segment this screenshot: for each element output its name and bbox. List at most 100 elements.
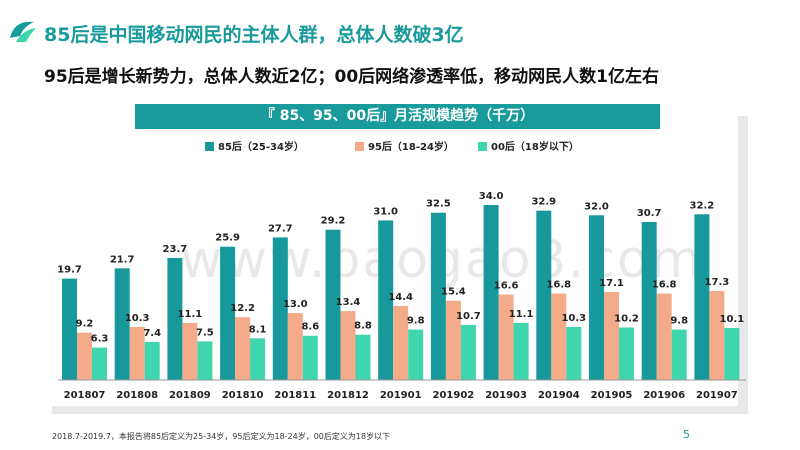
data-label-85-201904: 32.9 <box>531 197 556 208</box>
x-tick-labels: 201807 201808 201809 201810 201811 201812 2019… <box>64 390 738 401</box>
bar-00-201807 <box>92 347 107 380</box>
bar-95-201810 <box>235 317 251 380</box>
bar-95-201905 <box>604 291 619 380</box>
data-label-85-201906: 30.7 <box>637 208 662 219</box>
x-tick-label-201811: 201811 <box>274 390 316 401</box>
bar-95-201904 <box>551 293 567 380</box>
bar-00-201808 <box>144 341 160 380</box>
data-label-95-201812: 13.4 <box>336 297 361 308</box>
bar-95-201907 <box>709 290 725 380</box>
bar-00-201906 <box>671 329 687 380</box>
bar-85-201809 <box>167 258 183 380</box>
bar-95-201902 <box>445 300 461 380</box>
data-label-00-201810: 8.1 <box>249 324 267 335</box>
bar-85-201907 <box>694 214 710 380</box>
footnote: 2018.7-2019.7，本报告将85后定义为25-34岁，95后定义为18-… <box>52 432 391 441</box>
bar-00-201903 <box>513 322 529 380</box>
legend-swatch-95 <box>355 142 364 151</box>
bar-85-201810 <box>220 246 236 380</box>
data-label-95-201809: 11.1 <box>178 309 203 320</box>
bar-00-201901 <box>408 329 424 380</box>
page-number: 5 <box>683 428 690 441</box>
x-tick-label-201810: 201810 <box>222 390 264 401</box>
bar-85-201903 <box>483 205 499 380</box>
chart-bars: 19.7 9.2 6.3 21.7 10.3 7.4 23.7 11.1 7.5 25.9 12.2… <box>57 191 744 380</box>
data-label-95-201808: 10.3 <box>125 313 150 324</box>
data-label-85-201808: 21.7 <box>110 254 135 265</box>
bar-00-201812 <box>355 334 371 380</box>
data-label-95-201901: 14.4 <box>388 292 413 303</box>
bar-85-201902 <box>430 212 446 380</box>
x-tick-label-201807: 201807 <box>64 390 106 401</box>
data-label-85-201901: 31.0 <box>373 206 398 217</box>
data-label-85-201811: 27.7 <box>268 223 293 234</box>
legend-swatch-85 <box>205 142 214 151</box>
bar-00-201902 <box>460 324 476 380</box>
data-label-00-201809: 7.5 <box>196 327 214 338</box>
bar-95-201807 <box>77 332 92 380</box>
bar-85-201807 <box>62 278 77 380</box>
data-label-00-201812: 8.8 <box>354 321 372 332</box>
x-tick-label-201906: 201906 <box>643 390 685 401</box>
x-tick-label-201907: 201907 <box>696 390 738 401</box>
bar-95-201808 <box>129 326 145 380</box>
data-label-85-201809: 23.7 <box>163 244 188 255</box>
bar-95-201809 <box>182 322 198 380</box>
data-label-85-201907: 32.2 <box>690 200 715 211</box>
bar-85-201812 <box>325 229 341 380</box>
x-tick-label-201808: 201808 <box>116 390 158 401</box>
data-label-95-201902: 15.4 <box>441 287 466 298</box>
page-title: 85后是中国移动网民的主体人群，总体人数破3亿 <box>44 24 464 46</box>
x-tick-label-201902: 201902 <box>433 390 475 401</box>
legend-label-95: 95后（18-24岁） <box>368 140 454 153</box>
data-label-00-201906: 9.8 <box>670 316 688 327</box>
x-tick-label-201903: 201903 <box>485 390 527 401</box>
bar-85-201906 <box>641 221 657 380</box>
data-label-00-201901: 9.8 <box>407 316 425 327</box>
page-subtitle: 95后是增长新势力，总体人数近2亿；00后网络渗透率低，移动网民人数1亿左右 <box>44 67 659 87</box>
data-label-85-201812: 29.2 <box>321 216 346 227</box>
legend-label-00: 00后（18岁以下） <box>491 140 579 153</box>
bar-85-201808 <box>114 268 130 380</box>
data-label-00-201907: 10.1 <box>720 314 745 325</box>
x-tick-label-201905: 201905 <box>591 390 633 401</box>
chart-title: 『 85、95、00后』月活规模趋势（千万） <box>135 104 660 129</box>
bar-95-201906 <box>656 293 672 380</box>
x-tick-label-201812: 201812 <box>327 390 369 401</box>
bar-85-201904 <box>536 210 552 380</box>
data-label-85-201902: 32.5 <box>426 199 451 210</box>
data-label-00-201811: 8.6 <box>301 322 319 333</box>
bar-95-201811 <box>287 313 303 380</box>
bar-00-201810 <box>250 338 266 380</box>
bar-00-201811 <box>302 335 318 380</box>
data-label-00-201807: 6.3 <box>91 334 109 345</box>
data-label-95-201811: 13.0 <box>283 299 308 310</box>
data-label-00-201905: 10.2 <box>614 314 639 325</box>
data-label-95-201905: 17.1 <box>599 278 624 289</box>
data-label-85-201807: 19.7 <box>57 265 82 276</box>
bar-95-201812 <box>340 311 356 380</box>
data-label-00-201904: 10.3 <box>561 313 586 324</box>
data-label-95-201903: 16.6 <box>494 281 519 292</box>
x-tick-label-201904: 201904 <box>538 390 580 401</box>
data-label-85-201810: 25.9 <box>215 233 240 244</box>
bar-00-201809 <box>197 341 213 380</box>
data-label-95-201807: 9.2 <box>76 319 94 330</box>
data-label-00-201808: 7.4 <box>143 328 161 339</box>
bar-85-201901 <box>378 220 394 380</box>
chart-legend: 85后（25-34岁） 95后（18-24岁） 00后（18岁以下） <box>205 140 579 153</box>
data-label-95-201907: 17.3 <box>705 277 730 288</box>
data-label-85-201903: 34.0 <box>479 191 504 202</box>
x-tick-label-201901: 201901 <box>380 390 422 401</box>
bar-95-201903 <box>498 294 514 380</box>
data-label-00-201902: 10.7 <box>456 311 481 322</box>
data-label-95-201906: 16.8 <box>652 280 677 291</box>
bar-85-201811 <box>272 237 288 380</box>
data-label-95-201904: 16.8 <box>546 280 571 291</box>
legend-swatch-00 <box>478 142 487 151</box>
bar-85-201905 <box>589 215 604 380</box>
bar-00-201904 <box>566 326 582 380</box>
data-label-85-201905: 32.0 <box>584 201 609 212</box>
bar-00-201907 <box>724 328 740 380</box>
